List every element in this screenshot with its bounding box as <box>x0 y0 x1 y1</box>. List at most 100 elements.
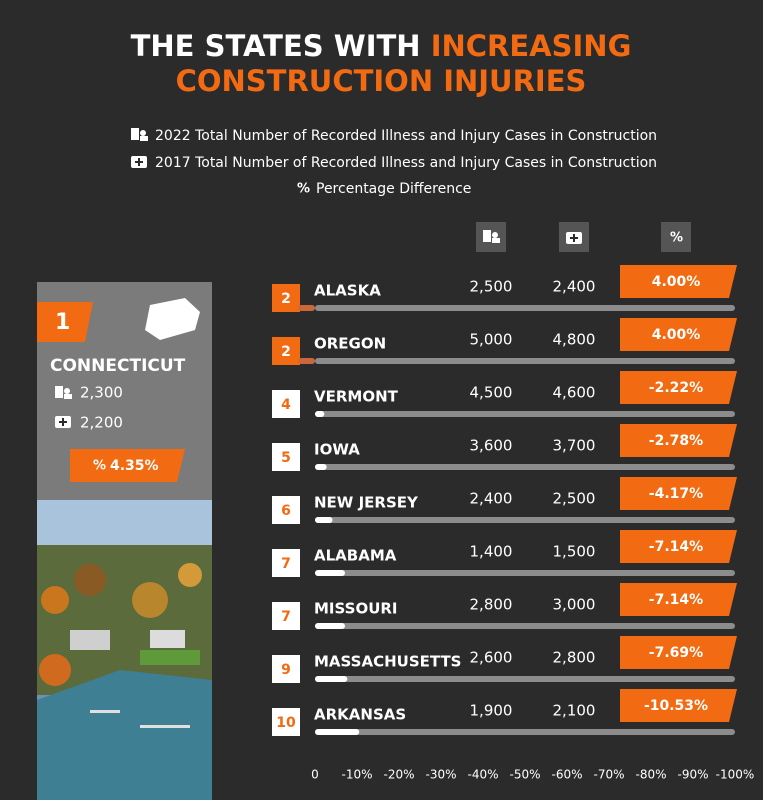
rank: 2 <box>281 291 291 307</box>
state: ALASKA <box>314 282 381 300</box>
rank-box <box>272 708 300 736</box>
pct-box <box>620 583 737 616</box>
cases-2017: 2,400 <box>553 278 596 296</box>
featured-state: CONNECTICUT <box>50 356 186 376</box>
bar-track <box>315 411 735 417</box>
icon-pct: % <box>670 231 683 246</box>
cases-2022: 2,400 <box>470 490 513 508</box>
pct-label: 4.00% <box>652 327 701 343</box>
featured-rank: 1 <box>55 310 70 335</box>
axis-tick-label: -70% <box>593 768 624 782</box>
bar <box>315 411 325 417</box>
pct-box <box>620 477 737 510</box>
cases-2017: 4,600 <box>553 384 596 402</box>
rank: 9 <box>281 662 291 678</box>
axis-tick-label: 0 <box>311 768 319 782</box>
bar-track <box>315 517 735 523</box>
state: MASSACHUSETTS <box>314 653 461 671</box>
axis-tick-label: -30% <box>425 768 456 782</box>
title-white: THE STATES WITH <box>131 29 421 63</box>
cases-2022: 1,400 <box>470 543 513 561</box>
featured-pct: 4.35% <box>110 458 159 474</box>
pct-box <box>620 636 737 669</box>
rank-box <box>272 496 300 524</box>
featured-pct-box <box>70 449 185 482</box>
rank: 7 <box>281 556 291 572</box>
cases-2022: 3,600 <box>470 437 513 455</box>
bar <box>315 570 345 576</box>
bar-track <box>315 570 735 576</box>
state: OREGON <box>314 335 386 353</box>
pct-label: -7.14% <box>649 592 703 608</box>
state: VERMONT <box>314 388 399 406</box>
bar-track <box>315 464 735 470</box>
state: IOWA <box>314 441 360 459</box>
bar <box>315 464 327 470</box>
axis-tick-label: -80% <box>635 768 666 782</box>
cases-2017: 2,800 <box>553 649 596 667</box>
state-shape <box>145 298 200 340</box>
icon-2022 <box>140 136 148 141</box>
cases-2022: 2,500 <box>470 278 513 296</box>
cases-2017: 3,700 <box>553 437 596 455</box>
icon-2022 <box>483 230 491 242</box>
axis-tick-label: -60% <box>551 768 582 782</box>
rank-box <box>272 549 300 577</box>
axis-tick-label: -40% <box>467 768 498 782</box>
featured-2022: 2,300 <box>80 384 123 402</box>
pct-label: -2.22% <box>649 380 703 396</box>
bar <box>315 676 348 682</box>
pct-box <box>620 424 737 457</box>
icon-2022 <box>55 386 63 398</box>
rank: 6 <box>281 503 291 519</box>
bar-track <box>315 676 735 682</box>
featured-rank-box <box>37 302 93 342</box>
axis-tick-label: -20% <box>383 768 414 782</box>
rank-box <box>272 655 300 683</box>
icon-pct: % <box>297 182 310 197</box>
legend-text: 2022 Total Number of Recorded Illness an… <box>155 128 657 144</box>
cases-2022: 4,500 <box>470 384 513 402</box>
rank: 5 <box>281 450 291 466</box>
cases-2017: 4,800 <box>553 331 596 349</box>
bar <box>315 517 333 523</box>
icon-2017 <box>59 421 67 423</box>
axis-tick-label: -100% <box>716 768 755 782</box>
state: NEW JERSEY <box>314 494 419 512</box>
photo <box>37 500 212 800</box>
pct-label: -2.78% <box>649 433 703 449</box>
bar <box>315 623 345 629</box>
state: MISSOURI <box>314 600 398 618</box>
cases-2022: 2,600 <box>470 649 513 667</box>
rank: 10 <box>276 715 296 731</box>
legend-text: 2017 Total Number of Recorded Illness an… <box>155 155 657 171</box>
axis-tick-label: -10% <box>341 768 372 782</box>
pct-label: -4.17% <box>649 486 703 502</box>
rank: 7 <box>281 609 291 625</box>
bar <box>315 729 360 735</box>
pct-box <box>620 530 737 563</box>
cases-2017: 1,500 <box>553 543 596 561</box>
icon-2022 <box>64 388 70 394</box>
rank-box <box>272 284 300 312</box>
rank-box <box>272 337 300 365</box>
icon-2022 <box>64 394 72 399</box>
cases-2017: 3,000 <box>553 596 596 614</box>
bar-track <box>315 305 735 311</box>
icon-2022 <box>492 238 500 243</box>
icon-2017 <box>135 161 143 163</box>
cases-2022: 1,900 <box>470 702 513 720</box>
title-line-1: THE STATES WITH INCREASING <box>131 29 632 63</box>
cases-2022: 5,000 <box>470 331 513 349</box>
pct-box <box>620 689 737 722</box>
state: ALABAMA <box>314 547 397 565</box>
axis-tick-label: -50% <box>509 768 540 782</box>
pct-label: 4.00% <box>652 274 701 290</box>
pct-box <box>620 318 737 351</box>
rank-box <box>272 390 300 418</box>
icon-2022 <box>492 232 498 238</box>
icon-2017 <box>570 237 578 239</box>
column-header <box>661 222 691 252</box>
bar <box>298 358 315 364</box>
icon-pct: % <box>93 459 106 474</box>
